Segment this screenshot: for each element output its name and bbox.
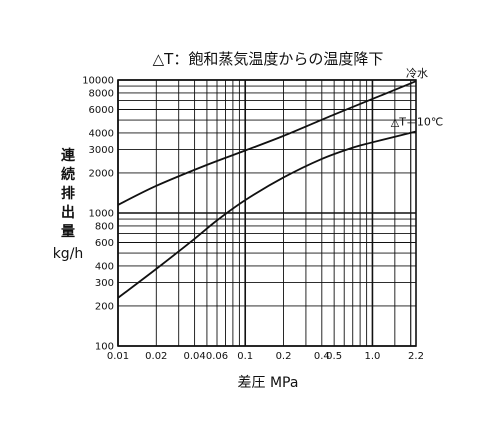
y-tick-label: 8000 [89,88,114,99]
y-tick-label: 600 [95,238,114,249]
y-tick-label: 100 [95,342,114,353]
x-axis-label: 差圧 MPa [238,375,299,391]
y-tick-label: 2000 [89,168,114,179]
series-labels: 冷水 △T＝10℃ [391,67,444,128]
grid [117,79,417,347]
ylabel-char-2: 続 [61,166,75,183]
chart-title: △T：飽和蒸気温度からの温度降下 [153,50,384,68]
x-tick-label: 0.04 [183,351,205,362]
x-tick-label: 0.2 [276,351,292,362]
y-tick-label: 4000 [89,128,114,139]
x-tick-label: 0.5 [326,351,342,362]
y-tick-label: 300 [95,278,114,289]
x-tick-label: 1.0 [364,351,380,362]
ylabel-char-3: 排 [61,185,75,202]
y-tick-label: 1000 [89,209,114,220]
x-tick-label: 0.4 [314,351,330,362]
y-tick-label: 400 [95,261,114,272]
series-label-1: 冷水 [406,67,428,80]
ylabel-char-1: 連 [61,147,76,164]
series [117,80,417,299]
ylabel-char-4: 出 [61,204,75,221]
y-tick-label: 200 [95,301,114,312]
x-tick-label: 0.06 [206,351,228,362]
plot-frame [117,79,417,347]
x-tick-label: 0.1 [237,351,253,362]
y-tick-label: 6000 [89,105,114,116]
y-tick-label: 800 [95,221,114,232]
y-axis-label: 連 続 排 出 量 kg/h [53,147,84,262]
x-tick-label: 2.2 [408,351,424,362]
series-line-2 [117,130,417,299]
y-tick-label: 3000 [89,145,114,156]
ylabel-char-5: 量 [61,224,75,240]
series-label-2: △T＝10℃ [391,116,444,129]
x-tick-label: 0.01 [107,351,129,362]
series-line-1 [117,80,417,206]
tick-labels: 0.01 0.02 0.04 0.06 0.1 0.2 0.40.5 1.0 2.2 100 200… [82,76,424,363]
ylabel-unit: kg/h [53,246,84,262]
y-tick-label: 10000 [82,76,114,87]
x-tick-label: 0.02 [145,351,167,362]
